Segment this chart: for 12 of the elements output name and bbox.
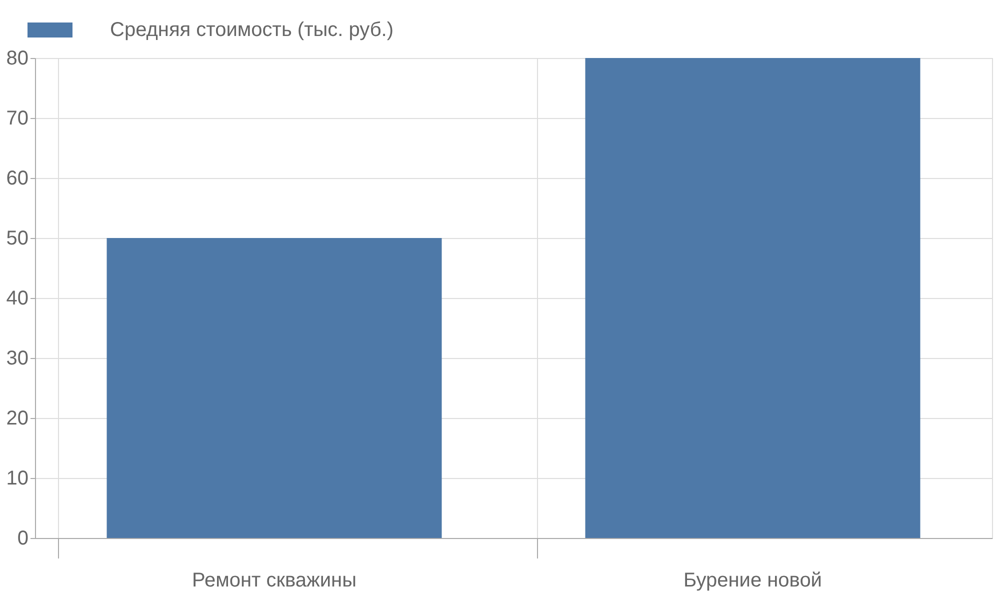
y-tick-label: 50 [6, 228, 28, 250]
y-tick-label: 20 [6, 408, 28, 430]
x-tick-label: Бурение новой [684, 570, 822, 592]
y-tick-label: 30 [6, 348, 28, 370]
y-tick-label: 0 [17, 528, 28, 550]
y-tick-label: 40 [6, 288, 28, 310]
legend-label: Средняя стоимость (тыс. руб.) [110, 19, 394, 41]
y-tick-label: 60 [6, 168, 28, 190]
x-tick-label: Ремонт скважины [192, 570, 356, 592]
y-tick-label: 70 [6, 108, 28, 130]
y-tick-label: 10 [6, 468, 28, 490]
y-tick-label: 80 [6, 48, 28, 70]
